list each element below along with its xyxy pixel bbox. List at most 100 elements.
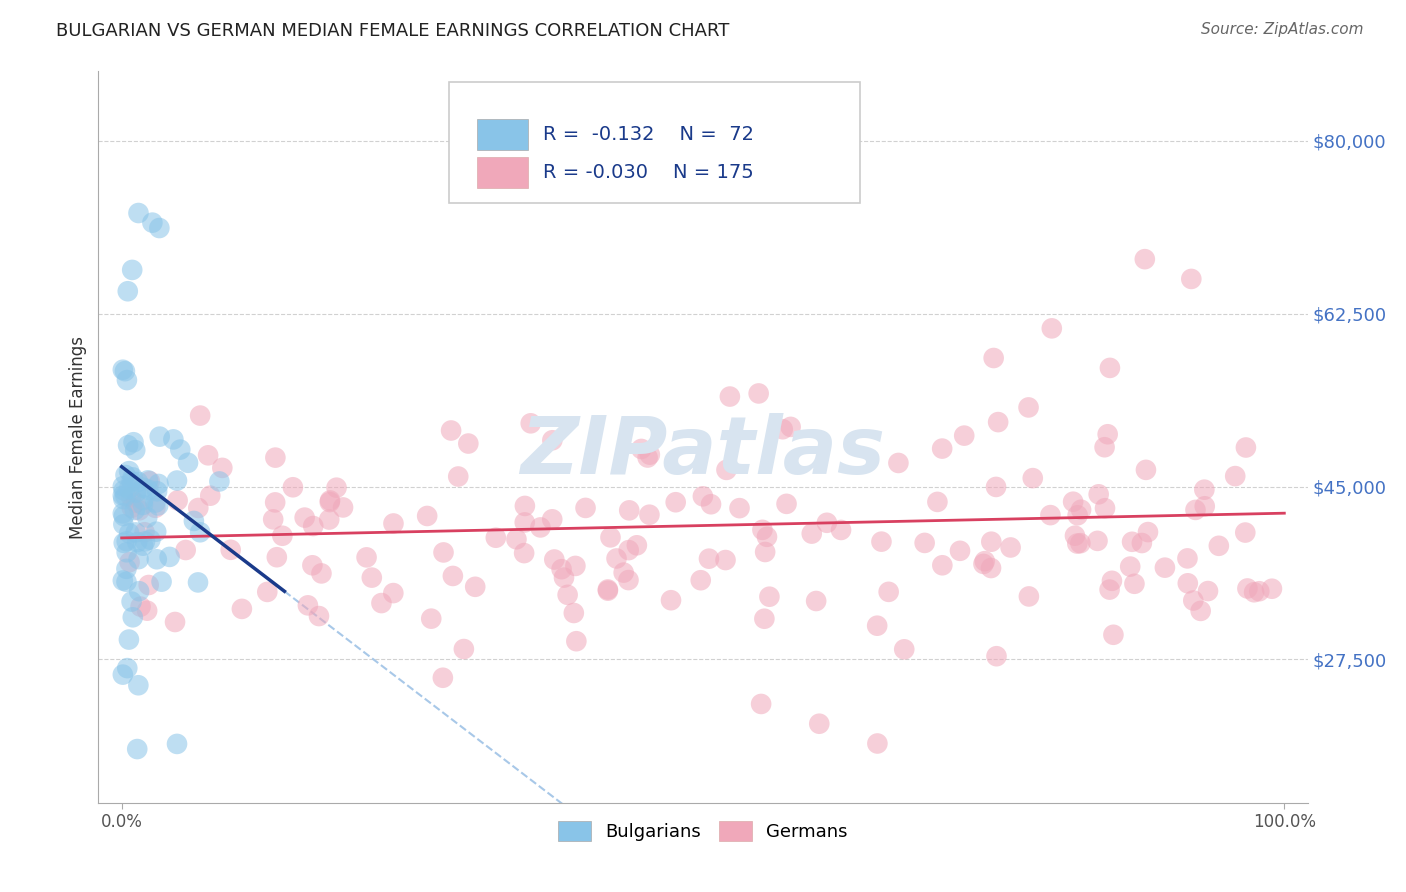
Point <box>1039 508 1062 522</box>
Point <box>127 678 149 692</box>
Point <box>121 470 143 484</box>
Point <box>1018 590 1040 604</box>
Point <box>416 508 439 523</box>
Point <box>115 574 138 589</box>
Point <box>308 609 330 624</box>
Point <box>457 436 479 450</box>
Point <box>1087 487 1109 501</box>
Point <box>118 555 141 569</box>
Point <box>804 594 827 608</box>
Text: R = -0.030    N = 175: R = -0.030 N = 175 <box>543 163 754 182</box>
Point <box>529 520 551 534</box>
Point <box>332 500 354 515</box>
Point <box>132 493 155 508</box>
Point <box>1182 593 1205 607</box>
Point <box>1177 551 1199 566</box>
Point <box>118 526 141 541</box>
Point <box>111 507 134 521</box>
Point <box>1066 536 1088 550</box>
Point <box>115 373 138 387</box>
Point <box>231 602 253 616</box>
Point <box>139 533 162 547</box>
Point <box>319 495 342 509</box>
Point <box>447 469 470 483</box>
Point <box>129 599 152 614</box>
Point <box>121 610 143 624</box>
Point <box>311 566 333 581</box>
Point <box>1101 574 1123 588</box>
Point <box>114 364 136 378</box>
Point <box>754 545 776 559</box>
Point <box>1062 494 1084 508</box>
Point <box>264 450 287 465</box>
Text: BULGARIAN VS GERMAN MEDIAN FEMALE EARNINGS CORRELATION CHART: BULGARIAN VS GERMAN MEDIAN FEMALE EARNIN… <box>56 22 730 40</box>
Point <box>420 612 443 626</box>
Point <box>562 606 585 620</box>
Point <box>148 221 170 235</box>
Point <box>1194 483 1216 497</box>
Point <box>1208 539 1230 553</box>
Point <box>139 475 162 489</box>
Point <box>541 512 564 526</box>
Point <box>519 417 541 431</box>
Point <box>166 493 188 508</box>
Text: R =  -0.132    N =  72: R = -0.132 N = 72 <box>543 125 755 144</box>
Point <box>1097 427 1119 442</box>
Point <box>271 529 294 543</box>
Point <box>599 530 621 544</box>
Point <box>122 435 145 450</box>
Point <box>1070 502 1092 516</box>
Point <box>800 526 823 541</box>
FancyBboxPatch shape <box>477 119 527 150</box>
Point <box>138 578 160 592</box>
Point <box>121 500 143 515</box>
Point <box>150 574 173 589</box>
Point <box>121 475 143 489</box>
Point <box>728 501 751 516</box>
Point <box>166 474 188 488</box>
Point <box>665 495 688 509</box>
Point <box>136 473 159 487</box>
Point <box>208 475 231 489</box>
Point <box>1098 582 1121 597</box>
Point <box>1236 582 1258 596</box>
Point <box>1135 463 1157 477</box>
Point <box>146 484 169 499</box>
Point <box>692 489 714 503</box>
Y-axis label: Median Female Earnings: Median Female Earnings <box>69 335 87 539</box>
Point <box>986 649 1008 664</box>
Point <box>638 448 661 462</box>
Point <box>145 495 167 509</box>
Point <box>980 534 1002 549</box>
Point <box>973 554 995 568</box>
Point <box>485 531 508 545</box>
Point <box>111 362 134 376</box>
Point <box>132 539 155 553</box>
Point <box>281 480 304 494</box>
Point <box>574 500 596 515</box>
Point <box>758 590 780 604</box>
Point <box>927 495 949 509</box>
Point <box>112 517 135 532</box>
Point <box>118 632 141 647</box>
Point <box>718 390 741 404</box>
Point <box>297 599 319 613</box>
Point <box>145 500 167 515</box>
Point <box>513 546 536 560</box>
Point <box>630 442 652 456</box>
Point <box>188 525 211 540</box>
Point <box>149 429 172 443</box>
Point <box>1087 533 1109 548</box>
Point <box>983 351 1005 365</box>
Point <box>689 573 711 587</box>
Point <box>117 438 139 452</box>
Point <box>987 415 1010 429</box>
Point <box>134 534 156 549</box>
Point <box>513 516 536 530</box>
Point <box>541 434 564 448</box>
Point <box>146 552 169 566</box>
Point <box>432 545 454 559</box>
Point <box>543 552 565 566</box>
Point <box>125 485 148 500</box>
Point <box>136 483 159 497</box>
